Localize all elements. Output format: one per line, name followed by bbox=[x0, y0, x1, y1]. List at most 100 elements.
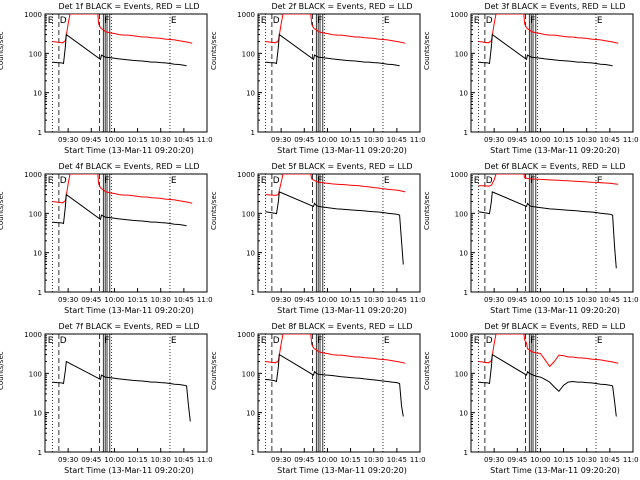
x-tick-label: 10:30 bbox=[364, 456, 384, 464]
x-tick-label: 09:45 bbox=[294, 296, 314, 304]
plot-frame bbox=[44, 333, 208, 453]
x-tick-label: 11:00 bbox=[623, 136, 639, 144]
x-tick-label: 10:30 bbox=[151, 136, 171, 144]
event-marker-label: E bbox=[48, 16, 54, 26]
x-tick-label: 10:00 bbox=[530, 136, 550, 144]
x-tick-label: 10:00 bbox=[104, 456, 124, 464]
event-marker-label: E bbox=[474, 336, 480, 346]
x-tick-label: 09:45 bbox=[294, 456, 314, 464]
event-marker-label: E bbox=[261, 16, 267, 26]
x-tick-label: 09:45 bbox=[81, 296, 101, 304]
event-marker-label: E bbox=[597, 176, 603, 186]
event-marker-label: D bbox=[60, 336, 67, 346]
x-tick-label: 10:30 bbox=[577, 136, 597, 144]
x-tick-label: 09:30 bbox=[484, 456, 504, 464]
x-tick-label: 10:15 bbox=[340, 296, 360, 304]
event-marker-label: E bbox=[48, 336, 54, 346]
y-tick-label: 1 bbox=[38, 129, 42, 137]
x-tick-label: 09:30 bbox=[58, 456, 78, 464]
y-tick-label: 1 bbox=[38, 289, 42, 297]
lld-series-line bbox=[478, 334, 619, 368]
x-tick-label: 10:00 bbox=[104, 296, 124, 304]
chart-svg: 1 10 100 1000 09:30 09:45 10:00 10:15 10:30 10:45… bbox=[237, 331, 426, 464]
x-axis-label: Start Time (13-Mar-11 09:20:20) bbox=[490, 146, 620, 155]
x-tick-label: 11:00 bbox=[410, 296, 426, 304]
x-tick-label: 10:45 bbox=[174, 136, 194, 144]
plot-frame bbox=[470, 173, 634, 293]
x-tick-label: 10:45 bbox=[387, 456, 407, 464]
plot-frame bbox=[257, 333, 421, 453]
x-tick-label: 10:00 bbox=[530, 456, 550, 464]
event-marker-label: D bbox=[60, 176, 67, 186]
x-tick-label: 10:30 bbox=[364, 296, 384, 304]
event-marker-label: D bbox=[273, 336, 280, 346]
x-tick-label: 09:45 bbox=[81, 456, 101, 464]
events-series-line bbox=[52, 193, 187, 227]
x-tick-label: 10:15 bbox=[553, 296, 573, 304]
event-marker-label: E bbox=[384, 16, 390, 26]
y-tick-label: 100 bbox=[29, 370, 42, 378]
event-marker-label: F bbox=[317, 336, 322, 346]
event-marker-label: E bbox=[384, 176, 390, 186]
lld-series-line bbox=[265, 174, 406, 196]
y-tick-label: 1 bbox=[251, 129, 255, 137]
x-tick-label: 09:30 bbox=[271, 456, 291, 464]
event-marker-label: E bbox=[261, 176, 267, 186]
event-marker-label: D bbox=[273, 176, 280, 186]
y-tick-label: 1 bbox=[251, 289, 255, 297]
y-tick-label: 10 bbox=[246, 410, 255, 418]
x-tick-label: 10:00 bbox=[317, 296, 337, 304]
y-tick-label: 1 bbox=[464, 289, 468, 297]
x-tick-label: 09:30 bbox=[484, 136, 504, 144]
y-tick-label: 100 bbox=[242, 210, 255, 218]
x-tick-label: 10:45 bbox=[174, 456, 194, 464]
events-series-line bbox=[52, 33, 187, 67]
event-marker-label: F bbox=[104, 176, 109, 186]
x-tick-label: 10:30 bbox=[577, 456, 597, 464]
detector-panel-7: Det 7f BLACK = Events, RED = LLD Start Ti… bbox=[0, 320, 213, 480]
x-tick-label: 10:45 bbox=[600, 296, 620, 304]
y-tick-label: 10 bbox=[459, 410, 468, 418]
y-tick-label: 10 bbox=[246, 90, 255, 98]
x-tick-label: 11:00 bbox=[623, 296, 639, 304]
event-marker-label: F bbox=[104, 336, 109, 346]
chart-title: Det 9f BLACK = Events, RED = LLD bbox=[484, 322, 626, 331]
x-tick-label: 10:00 bbox=[530, 296, 550, 304]
plot-frame bbox=[44, 173, 208, 293]
events-series-line bbox=[52, 360, 191, 422]
event-marker-label: E bbox=[474, 16, 480, 26]
x-tick-label: 09:45 bbox=[507, 456, 527, 464]
y-tick-label: 1 bbox=[464, 449, 468, 457]
x-tick-label: 10:45 bbox=[387, 296, 407, 304]
chart-title: Det 7f BLACK = Events, RED = LLD bbox=[58, 322, 200, 331]
event-marker-label: D bbox=[486, 336, 493, 346]
event-marker-label: D bbox=[60, 16, 67, 26]
chart-title: Det 6f BLACK = Events, RED = LLD bbox=[484, 162, 626, 171]
chart-title: Det 2f BLACK = Events, RED = LLD bbox=[271, 2, 413, 11]
x-axis-label: Start Time (13-Mar-11 09:20:20) bbox=[490, 306, 620, 315]
events-series-line bbox=[265, 33, 400, 67]
events-series-line bbox=[265, 191, 404, 265]
event-marker-label: E bbox=[171, 16, 177, 26]
x-tick-label: 10:45 bbox=[600, 136, 620, 144]
y-tick-label: 1 bbox=[464, 129, 468, 137]
x-axis-label: Start Time (13-Mar-11 09:20:20) bbox=[64, 146, 194, 155]
x-tick-label: 10:30 bbox=[151, 296, 171, 304]
events-series-line bbox=[265, 353, 404, 417]
x-tick-label: 10:30 bbox=[151, 456, 171, 464]
event-marker-label: F bbox=[530, 176, 535, 186]
events-series-line bbox=[478, 191, 617, 269]
y-tick-label: 1000 bbox=[450, 331, 468, 339]
chart-title: Det 4f BLACK = Events, RED = LLD bbox=[58, 162, 200, 171]
y-tick-label: 1000 bbox=[24, 331, 42, 339]
x-tick-label: 11:00 bbox=[410, 456, 426, 464]
detector-panel-2: Det 2f BLACK = Events, RED = LLD Start Ti… bbox=[210, 0, 426, 160]
x-tick-label: 09:45 bbox=[294, 136, 314, 144]
event-marker-label: F bbox=[530, 336, 535, 346]
y-tick-label: 100 bbox=[29, 210, 42, 218]
events-series-line bbox=[478, 33, 613, 67]
plot-frame bbox=[257, 173, 421, 293]
y-tick-label: 10 bbox=[33, 410, 42, 418]
chart-title: Det 3f BLACK = Events, RED = LLD bbox=[484, 2, 626, 11]
y-tick-label: 1000 bbox=[24, 11, 42, 19]
